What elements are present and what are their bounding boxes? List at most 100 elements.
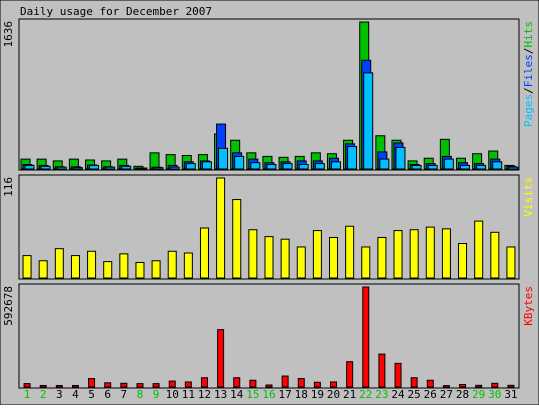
bar-hits-pages-19 [314,163,325,170]
bar-visits-14 [232,199,242,279]
x-tick-label: 27 [440,388,453,401]
panel-hits-plot-area [18,18,520,171]
bar-hits-pages-23 [379,158,390,170]
x-tick-label: 23 [375,388,388,401]
panels-layer: 1636 Pages/Files/Hits 116 Visits 592678 KByte… [2,18,535,389]
x-tick-label: 30 [488,388,501,401]
bar-kbytes-25 [410,377,418,388]
bar-visits-16 [264,236,274,279]
bar-visits-15 [248,229,258,279]
bar-kbytes-2 [39,384,47,388]
bar-kbytes-3 [55,384,63,388]
bar-visits-3 [54,248,64,279]
bar-kbytes-15 [249,379,257,388]
bar-hits-pages-1 [24,164,35,170]
x-tick-label: 16 [262,388,275,401]
bar-visits-27 [441,228,451,279]
legend-entry: Visits [522,177,535,217]
bar-visits-20 [329,236,339,279]
panel-hits-legend: Pages/Files/Hits [522,21,535,127]
x-tick-label: 26 [424,388,437,401]
bar-visits-25 [409,229,419,279]
bar-visits-28 [458,243,468,279]
legend-entry: / [522,48,535,55]
bar-hits-pages-27 [443,158,454,170]
bar-kbytes-8 [136,383,144,388]
x-tick-label: 6 [104,388,111,401]
bar-kbytes-22 [362,286,370,388]
x-tick-label: 2 [40,388,47,401]
x-tick-label: 19 [311,388,324,401]
legend-entry: Files [522,54,535,87]
bar-hits-pages-12 [201,161,212,170]
bar-visits-6 [103,261,113,279]
panel-kbytes-scale-label: 592678 [2,286,15,326]
bar-kbytes-1 [23,383,31,388]
x-tick-label: 5 [88,388,95,401]
bar-visits-8 [135,261,145,279]
panel-kbytes-legend: KBytes [522,286,535,326]
x-tick-label: 7 [121,388,128,401]
x-tick-label: 31 [504,388,517,401]
bar-visits-23 [377,236,387,279]
x-tick-label: 14 [230,388,244,401]
panel-hits-scale-label: 1636 [2,21,15,48]
x-tick-label: 17 [279,388,292,401]
bar-kbytes-10 [168,380,176,388]
bar-hits-pages-17 [282,163,293,170]
bar-hits-pages-7 [121,165,132,170]
legend-entry: / [522,87,535,94]
bar-visits-1 [22,255,32,279]
chart-title: Daily usage for December 2007 [20,5,212,18]
bar-visits-24 [393,230,403,279]
x-tick-label: 25 [408,388,421,401]
bar-hits-pages-26 [427,164,438,170]
bar-hits-pages-30 [492,161,503,170]
x-tick-label: 3 [56,388,63,401]
bar-visits-9 [151,260,161,279]
bar-kbytes-12 [200,377,208,388]
x-tick-label: 18 [295,388,308,401]
bar-kbytes-20 [330,381,338,388]
bar-kbytes-29 [475,384,483,388]
bar-visits-22 [361,246,371,279]
bar-hits-pages-9 [153,167,164,170]
bar-hits-pages-29 [476,164,487,170]
bar-hits-pages-21 [347,146,358,170]
x-tick-label: 24 [391,388,405,401]
bar-visits-31 [506,246,516,279]
bar-kbytes-27 [442,385,450,388]
bar-hits-pages-4 [72,167,83,170]
bar-hits-pages-24 [395,146,406,170]
bar-hits-pages-14 [234,155,245,170]
bar-kbytes-14 [233,377,241,388]
panel-visits-legend: Visits [522,177,535,217]
bar-hits-pages-22 [363,72,374,170]
x-tick-label: 21 [343,388,356,401]
bar-kbytes-13 [217,329,225,388]
x-tick-label: 1 [24,388,31,401]
x-tick-label: 22 [359,388,372,401]
bar-hits-pages-11 [185,163,196,170]
bar-kbytes-4 [71,384,79,388]
bar-visits-2 [38,260,48,279]
bar-hits-pages-8 [137,167,148,170]
bar-hits-pages-6 [105,166,116,170]
bar-visits-21 [345,225,355,279]
panel-visits-scale-label: 116 [2,177,15,197]
x-tick-label: 12 [198,388,211,401]
bar-hits-pages-25 [411,164,422,170]
bar-kbytes-30 [491,382,499,388]
x-tick-label: 8 [137,388,144,401]
bar-kbytes-11 [184,381,192,388]
x-tick-label: 11 [182,388,195,401]
bar-kbytes-23 [378,353,386,388]
bar-kbytes-21 [346,361,354,388]
bar-kbytes-19 [313,381,321,388]
bar-hits-pages-2 [40,165,51,170]
bar-hits-pages-28 [459,164,470,170]
bar-kbytes-17 [281,375,289,388]
bar-kbytes-9 [152,383,160,388]
